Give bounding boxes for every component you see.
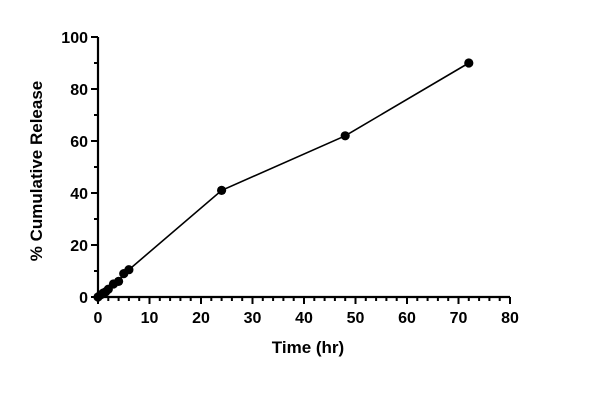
x-tick-label: 40 <box>295 310 313 327</box>
data-point <box>124 265 134 275</box>
y-axis-label: % Cumulative Release <box>27 81 46 261</box>
series-group <box>93 58 474 302</box>
y-tick-label: 40 <box>70 186 88 203</box>
series-line <box>97 62 470 298</box>
x-tick-label: 0 <box>94 310 103 327</box>
x-tick-label: 50 <box>347 310 365 327</box>
y-tick-label: 100 <box>61 30 88 47</box>
y-tick-label: 0 <box>79 290 88 307</box>
x-axis-label: Time (hr) <box>272 338 344 357</box>
x-tick-label: 20 <box>192 310 210 327</box>
data-point <box>114 276 124 286</box>
data-point <box>464 58 474 68</box>
x-tick-label: 60 <box>398 310 416 327</box>
x-tick-label: 10 <box>141 310 159 327</box>
data-point <box>217 185 227 195</box>
y-tick-label: 20 <box>70 238 88 255</box>
plot-area: 0 10 20 30 40 50 60 70 80 0 20 40 60 80 100 <box>61 30 519 327</box>
x-tick-label: 70 <box>450 310 468 327</box>
x-tick-label: 30 <box>244 310 262 327</box>
x-axis-ticks: 0 10 20 30 40 50 60 70 80 <box>94 297 519 327</box>
y-tick-label: 60 <box>70 134 88 151</box>
y-tick-label: 80 <box>70 82 88 99</box>
data-point <box>340 131 350 141</box>
x-tick-label: 80 <box>501 310 519 327</box>
y-axis-ticks: 0 20 40 60 80 100 <box>61 30 98 307</box>
